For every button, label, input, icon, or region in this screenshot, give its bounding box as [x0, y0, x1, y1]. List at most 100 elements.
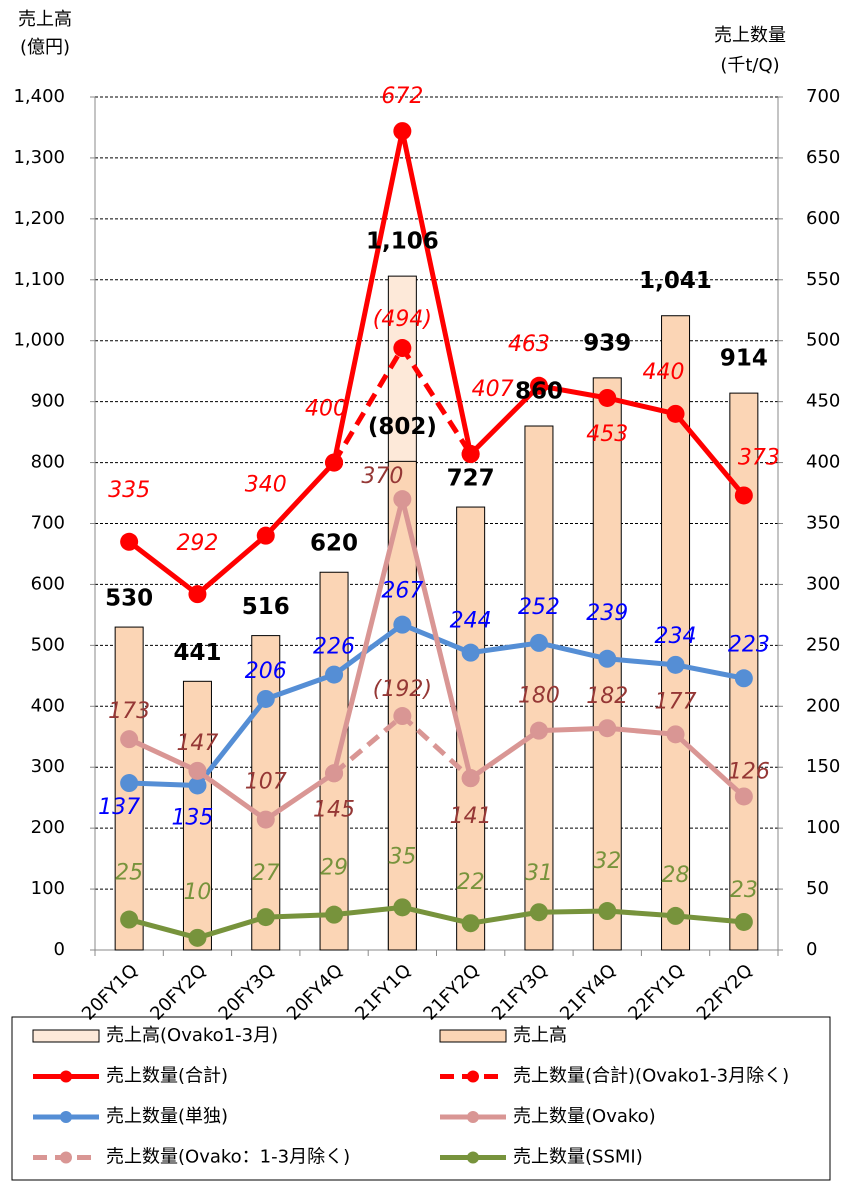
data-label: 137 — [98, 795, 140, 820]
marker — [461, 769, 480, 788]
marker — [666, 725, 685, 744]
marker — [666, 655, 685, 674]
legend-label: 売上数量(Ovako：1-3月除く) — [106, 1147, 350, 1168]
marker — [256, 810, 275, 829]
x-tick-label: 20FY4Q — [283, 960, 347, 1024]
data-label: 107 — [245, 770, 287, 795]
marker — [529, 721, 548, 740]
y2-tick-label: 300 — [806, 573, 840, 594]
data-label: 182 — [586, 684, 628, 709]
data-label: 35 — [388, 844, 416, 869]
y-tick-label: 0 — [54, 939, 65, 960]
data-label: 145 — [313, 797, 355, 822]
data-label: 141 — [450, 804, 492, 829]
data-label: 206 — [245, 659, 287, 684]
legend-marker — [467, 1151, 479, 1164]
y-axis-title: 売上高 — [18, 9, 72, 30]
y2-tick-label: 100 — [806, 817, 840, 838]
data-label: 223 — [728, 632, 770, 657]
legend-label: 売上高 — [513, 1025, 567, 1046]
legend-label: 売上数量(合計)(Ovako1-3月除く) — [513, 1066, 789, 1087]
bar-label: (802) — [368, 414, 437, 440]
legend-marker — [60, 1111, 72, 1123]
bar-label: 727 — [447, 466, 495, 492]
line — [128, 496, 746, 823]
y-tick-label: 100 — [31, 878, 65, 899]
marker — [529, 376, 548, 395]
y-tick-label: 1,100 — [13, 269, 65, 290]
bar-label: 1,041 — [639, 268, 712, 294]
data-label: 25 — [115, 861, 143, 886]
marker — [325, 453, 344, 472]
data-label: 226 — [313, 635, 355, 660]
marker — [461, 643, 480, 662]
y-axis-title: (億円) — [20, 37, 70, 58]
marker — [256, 689, 275, 708]
data-label: 180 — [518, 684, 560, 709]
marker — [393, 615, 412, 634]
bar-label: 530 — [105, 586, 153, 612]
y-tick-label: 500 — [31, 634, 65, 655]
y2-tick-label: 450 — [806, 391, 840, 412]
data-label: 463 — [508, 332, 550, 357]
y2-tick-label: 0 — [806, 939, 817, 960]
y-tick-label: 200 — [31, 817, 65, 838]
data-label: 453 — [586, 422, 628, 447]
bar-label: 620 — [310, 531, 358, 557]
data-label: 292 — [176, 531, 218, 556]
data-label: 173 — [108, 699, 150, 724]
data-label: 10 — [183, 880, 211, 905]
y2-tick-label: 650 — [806, 147, 840, 168]
x-tick-label: 20FY2Q — [146, 960, 210, 1024]
y-tick-label: 400 — [31, 695, 65, 716]
legend-marker — [467, 1070, 479, 1083]
marker — [666, 404, 685, 423]
marker — [734, 669, 753, 688]
marker — [598, 649, 617, 668]
marker — [393, 898, 412, 917]
data-label: 252 — [518, 595, 560, 620]
y2-tick-label: 400 — [806, 452, 840, 473]
marker — [256, 908, 275, 927]
marker — [734, 486, 753, 505]
data-label: 135 — [171, 805, 213, 830]
x-tick-label: 21FY4Q — [556, 960, 620, 1024]
marker — [188, 928, 207, 947]
y-tick-label: 700 — [31, 513, 65, 534]
data-label: 244 — [450, 609, 492, 634]
bar-label: 860 — [515, 379, 563, 405]
legend-label: 売上数量(Ovako) — [513, 1106, 656, 1127]
data-label: 373 — [738, 445, 780, 470]
bar-label: 516 — [242, 594, 290, 620]
bar — [456, 506, 486, 951]
marker — [598, 719, 617, 738]
x-tick-label: 22FY1Q — [624, 960, 688, 1024]
x-tick-label: 20FY3Q — [215, 960, 279, 1024]
data-label: 27 — [252, 861, 280, 886]
bar-label: 1,106 — [366, 229, 439, 255]
legend-swatch — [32, 1029, 100, 1043]
y-tick-label: 1,000 — [13, 330, 65, 351]
y2-tick-label: 600 — [806, 208, 840, 229]
legend-label: 売上数量(合計) — [106, 1066, 228, 1087]
data-label: 370 — [361, 464, 403, 489]
legend-box — [11, 1016, 831, 1181]
y-tick-label: 1,400 — [13, 86, 65, 107]
data-label: 400 — [305, 397, 347, 422]
y-tick-label: 600 — [31, 573, 65, 594]
data-label: 23 — [730, 878, 758, 903]
data-label: 234 — [655, 624, 697, 649]
marker — [120, 910, 139, 929]
bar-label: 914 — [720, 346, 768, 372]
marker — [393, 122, 412, 141]
marker — [393, 707, 412, 726]
legend-marker — [60, 1151, 72, 1164]
marker — [529, 903, 548, 922]
y-tick-label: 800 — [31, 452, 65, 473]
marker — [188, 761, 207, 780]
line — [127, 128, 746, 597]
data-label: 672 — [381, 84, 423, 109]
marker — [120, 532, 139, 551]
marker — [325, 764, 344, 783]
data-label: 126 — [728, 759, 770, 784]
